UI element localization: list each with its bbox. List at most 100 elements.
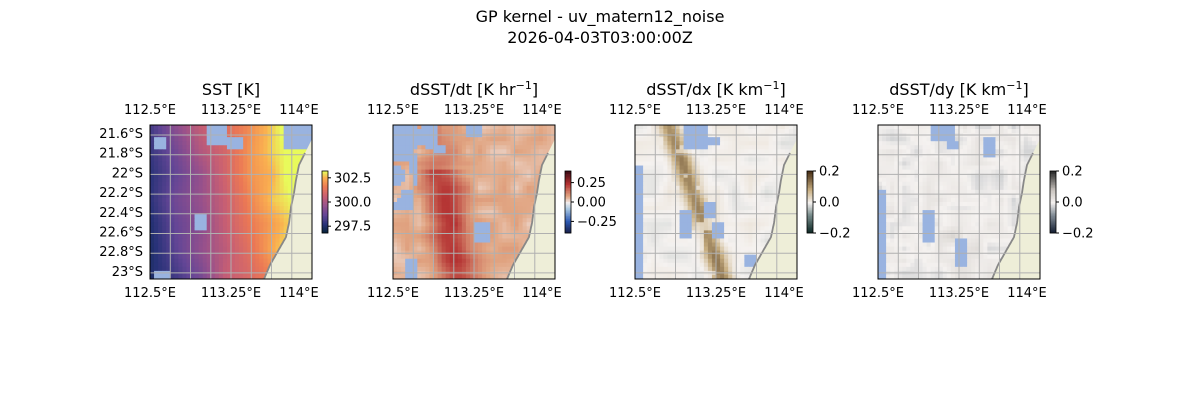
heatmap-cell [510, 197, 515, 203]
heatmap-cell [397, 202, 402, 207]
heatmap-cell [417, 193, 422, 199]
heatmap-cell [397, 189, 402, 195]
heatmap-cell [655, 161, 660, 166]
colorbar-segment [322, 214, 328, 217]
heatmap-cell [975, 177, 980, 183]
heatmap-cell [663, 165, 668, 170]
heatmap-cell [494, 266, 499, 272]
heatmap-cell [271, 169, 276, 175]
heatmap-cell [214, 230, 220, 235]
heatmap-cell [202, 242, 208, 247]
heatmap-cell [210, 137, 216, 142]
heatmap-cell [655, 226, 660, 231]
heatmap-cell [441, 246, 447, 252]
heatmap-cell [898, 177, 903, 183]
heatmap-cell [263, 185, 268, 191]
heatmap-cell [243, 145, 248, 150]
heatmap-cell [457, 177, 463, 183]
heatmap-cell [445, 153, 451, 158]
heatmap-cell [498, 230, 503, 235]
heatmap-cell [691, 206, 697, 211]
heatmap-cell [271, 125, 276, 130]
heatmap-cell [744, 197, 749, 203]
heatmap-cell [235, 165, 240, 170]
heatmap-cell [695, 262, 701, 268]
heatmap-cell [214, 214, 220, 219]
heatmap-cell [651, 197, 656, 203]
heatmap-cell [934, 177, 940, 183]
heatmap-cell [752, 153, 757, 158]
heatmap-cell [538, 153, 544, 158]
heatmap-cell [699, 145, 705, 150]
heatmap-cell [647, 242, 652, 247]
heatmap-cell [218, 173, 224, 179]
heatmap-cell [166, 181, 171, 187]
heatmap-cell [639, 274, 644, 279]
heatmap-cell [882, 202, 887, 207]
heatmap-cell [736, 242, 741, 247]
heatmap-cell [703, 246, 709, 252]
heatmap-cell [465, 266, 471, 272]
heatmap-cell [283, 129, 289, 134]
heatmap-cell [728, 206, 733, 211]
heatmap-cell [659, 185, 664, 191]
heatmap-cell [401, 206, 406, 211]
panels: SST [K]112.5°E112.5°E113.25°E113.25°E114… [99, 79, 1093, 301]
heatmap-cell [231, 165, 236, 170]
heatmap-cell [752, 197, 757, 203]
heatmap-cell [202, 214, 208, 219]
heatmap-cell [695, 197, 701, 203]
heatmap-cell [429, 234, 434, 239]
heatmap-cell [635, 181, 640, 187]
heatmap-cell [756, 157, 761, 162]
heatmap-cell [687, 177, 693, 183]
heatmap-cell [736, 266, 741, 272]
heatmap-cell [724, 149, 729, 154]
panel-2: dSST/dt [K hr−1]112.5°E112.5°E113.25°E11… [367, 79, 617, 301]
heatmap-cell [267, 218, 272, 223]
heatmap-cell [243, 206, 248, 211]
colorbar-tick-label: 302.5 [334, 171, 371, 186]
heatmap-cell [239, 246, 244, 252]
heatmap-cell [405, 230, 410, 235]
heatmap-cell [752, 177, 757, 183]
heatmap-cell [243, 242, 248, 247]
heatmap-cell [788, 141, 794, 146]
heatmap-cell [748, 258, 753, 264]
heatmap-cell [748, 177, 753, 183]
heatmap-cell [999, 197, 1004, 203]
heatmap-cell [635, 141, 640, 146]
heatmap-cell [194, 173, 199, 179]
heatmap-cell [231, 218, 236, 223]
heatmap-cell [170, 181, 175, 187]
heatmap-cell [699, 222, 705, 227]
heatmap-cell [267, 254, 272, 260]
heatmap-cell [740, 185, 745, 191]
heatmap-cell [429, 210, 434, 215]
heatmap-cell [222, 137, 228, 142]
heatmap-cell [231, 141, 236, 146]
heatmap-cell [494, 193, 499, 199]
heatmap-cell [1019, 153, 1025, 158]
heatmap-cell [703, 206, 709, 211]
heatmap-cell [441, 169, 447, 175]
heatmap-cell [405, 202, 410, 207]
heatmap-cell [707, 129, 713, 134]
heatmap-cell [433, 185, 438, 191]
heatmap-cell [231, 262, 236, 268]
heatmap-cell [756, 169, 761, 175]
heatmap-cell [752, 145, 757, 150]
heatmap-cell [178, 161, 183, 166]
heatmap-cell [639, 206, 644, 211]
heatmap-cell [202, 202, 208, 207]
heatmap-cell [158, 206, 163, 211]
heatmap-cell [707, 161, 713, 166]
heatmap-cell [768, 193, 774, 199]
heatmap-cell [170, 226, 175, 231]
heatmap-cell [886, 153, 891, 158]
heatmap-cell [299, 149, 305, 154]
heatmap-cell [502, 210, 507, 215]
heatmap-cell [675, 230, 680, 235]
heatmap-cell [461, 141, 467, 146]
heatmap-cell [198, 157, 204, 162]
